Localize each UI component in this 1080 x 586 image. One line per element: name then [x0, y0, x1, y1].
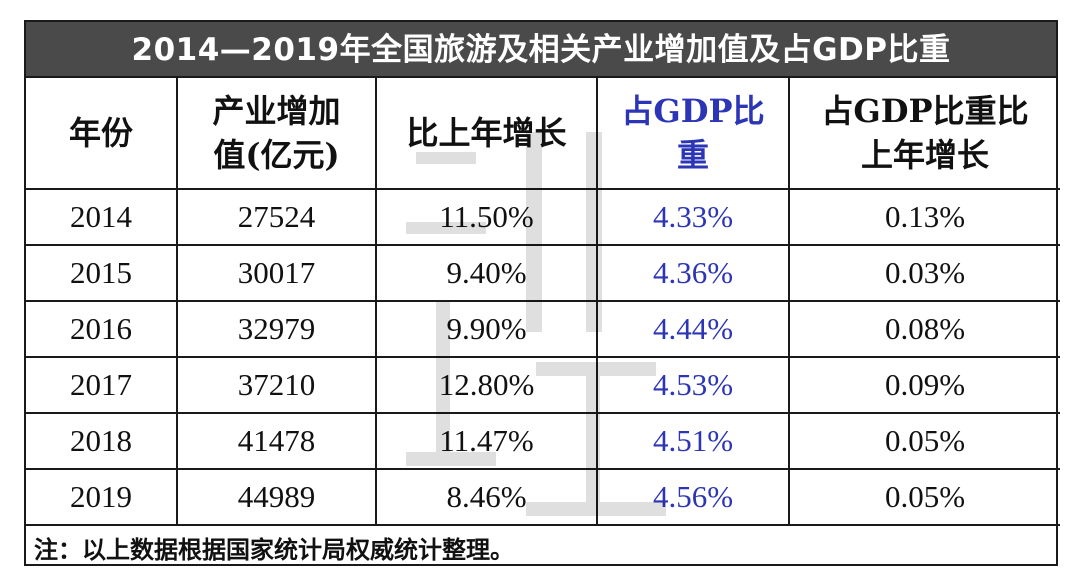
cell-gdp-share: 4.56% — [596, 468, 790, 526]
header-row: 年份 产业增加 值(亿元) 比上年增长 占GDP比 重 占GDP比重比 上年增长 — [26, 78, 1060, 190]
header-growth-line-1: 比上年增长 — [406, 114, 567, 152]
cell-year: 2018 — [26, 412, 178, 470]
cell-share-growth: 0.09% — [788, 356, 1060, 414]
header-year: 年份 — [26, 78, 178, 190]
cell-year: 2017 — [26, 356, 178, 414]
header-gdp-share-line-2: 重 — [676, 136, 709, 174]
cell-share-growth: 0.08% — [788, 300, 1060, 358]
cell-growth: 12.80% — [375, 356, 598, 414]
table-row: 2019 44989 8.46% 4.56% 0.05% — [26, 468, 1060, 526]
table-row: 2014 27524 11.50% 4.33% 0.13% — [26, 188, 1060, 246]
header-gdp-share: 占GDP比 重 — [596, 78, 790, 190]
table-row: 2018 41478 11.47% 4.51% 0.05% — [26, 412, 1060, 470]
data-table-figure: 2014—2019年全国旅游及相关产业增加值及占GDP比重 年份 产业增加 值(… — [24, 20, 1060, 568]
header-value-added-line-1: 产业增加 — [212, 92, 341, 130]
header-year-line-1: 年份 — [68, 114, 133, 152]
table-row: 2016 32979 9.90% 4.44% 0.08% — [26, 300, 1060, 358]
cell-gdp-share: 4.53% — [596, 356, 790, 414]
cell-value: 41478 — [176, 412, 377, 470]
table-note: 注：以上数据根据国家统计局权威统计整理。 — [26, 524, 1060, 568]
cell-value: 32979 — [176, 300, 377, 358]
cell-year: 2015 — [26, 244, 178, 302]
cell-gdp-share: 4.33% — [596, 188, 790, 246]
cell-share-growth: 0.05% — [788, 412, 1060, 470]
table-row: 2017 37210 12.80% 4.53% 0.09% — [26, 356, 1060, 414]
cell-value: 37210 — [176, 356, 377, 414]
header-share-growth-line-1: 占GDP比重比 — [821, 92, 1029, 130]
header-share-growth-line-2: 上年增长 — [860, 136, 989, 174]
header-value-added-line-2: 值(亿元) — [213, 136, 340, 174]
cell-share-growth: 0.03% — [788, 244, 1060, 302]
header-gdp-share-line-1: 占GDP比 — [621, 92, 765, 130]
cell-value: 27524 — [176, 188, 377, 246]
cell-growth: 8.46% — [375, 468, 598, 526]
header-growth: 比上年增长 — [375, 78, 598, 190]
cell-share-growth: 0.13% — [788, 188, 1060, 246]
header-value-added: 产业增加 值(亿元) — [176, 78, 377, 190]
cell-gdp-share: 4.51% — [596, 412, 790, 470]
cell-year: 2016 — [26, 300, 178, 358]
table-title: 2014—2019年全国旅游及相关产业增加值及占GDP比重 — [26, 22, 1056, 78]
cell-gdp-share: 4.44% — [596, 300, 790, 358]
cell-gdp-share: 4.36% — [596, 244, 790, 302]
cell-value: 44989 — [176, 468, 377, 526]
cell-growth: 9.40% — [375, 244, 598, 302]
tourism-gdp-table: 年份 产业增加 值(亿元) 比上年增长 占GDP比 重 占GDP比重比 上年增长 — [26, 78, 1060, 568]
table-row: 2015 30017 9.40% 4.36% 0.03% — [26, 244, 1060, 302]
cell-share-growth: 0.05% — [788, 468, 1060, 526]
header-share-growth: 占GDP比重比 上年增长 — [788, 78, 1060, 190]
cell-value: 30017 — [176, 244, 377, 302]
cell-growth: 11.50% — [375, 188, 598, 246]
cell-year: 2019 — [26, 468, 178, 526]
cell-growth: 11.47% — [375, 412, 598, 470]
cell-growth: 9.90% — [375, 300, 598, 358]
note-row: 注：以上数据根据国家统计局权威统计整理。 — [26, 524, 1060, 568]
cell-year: 2014 — [26, 188, 178, 246]
